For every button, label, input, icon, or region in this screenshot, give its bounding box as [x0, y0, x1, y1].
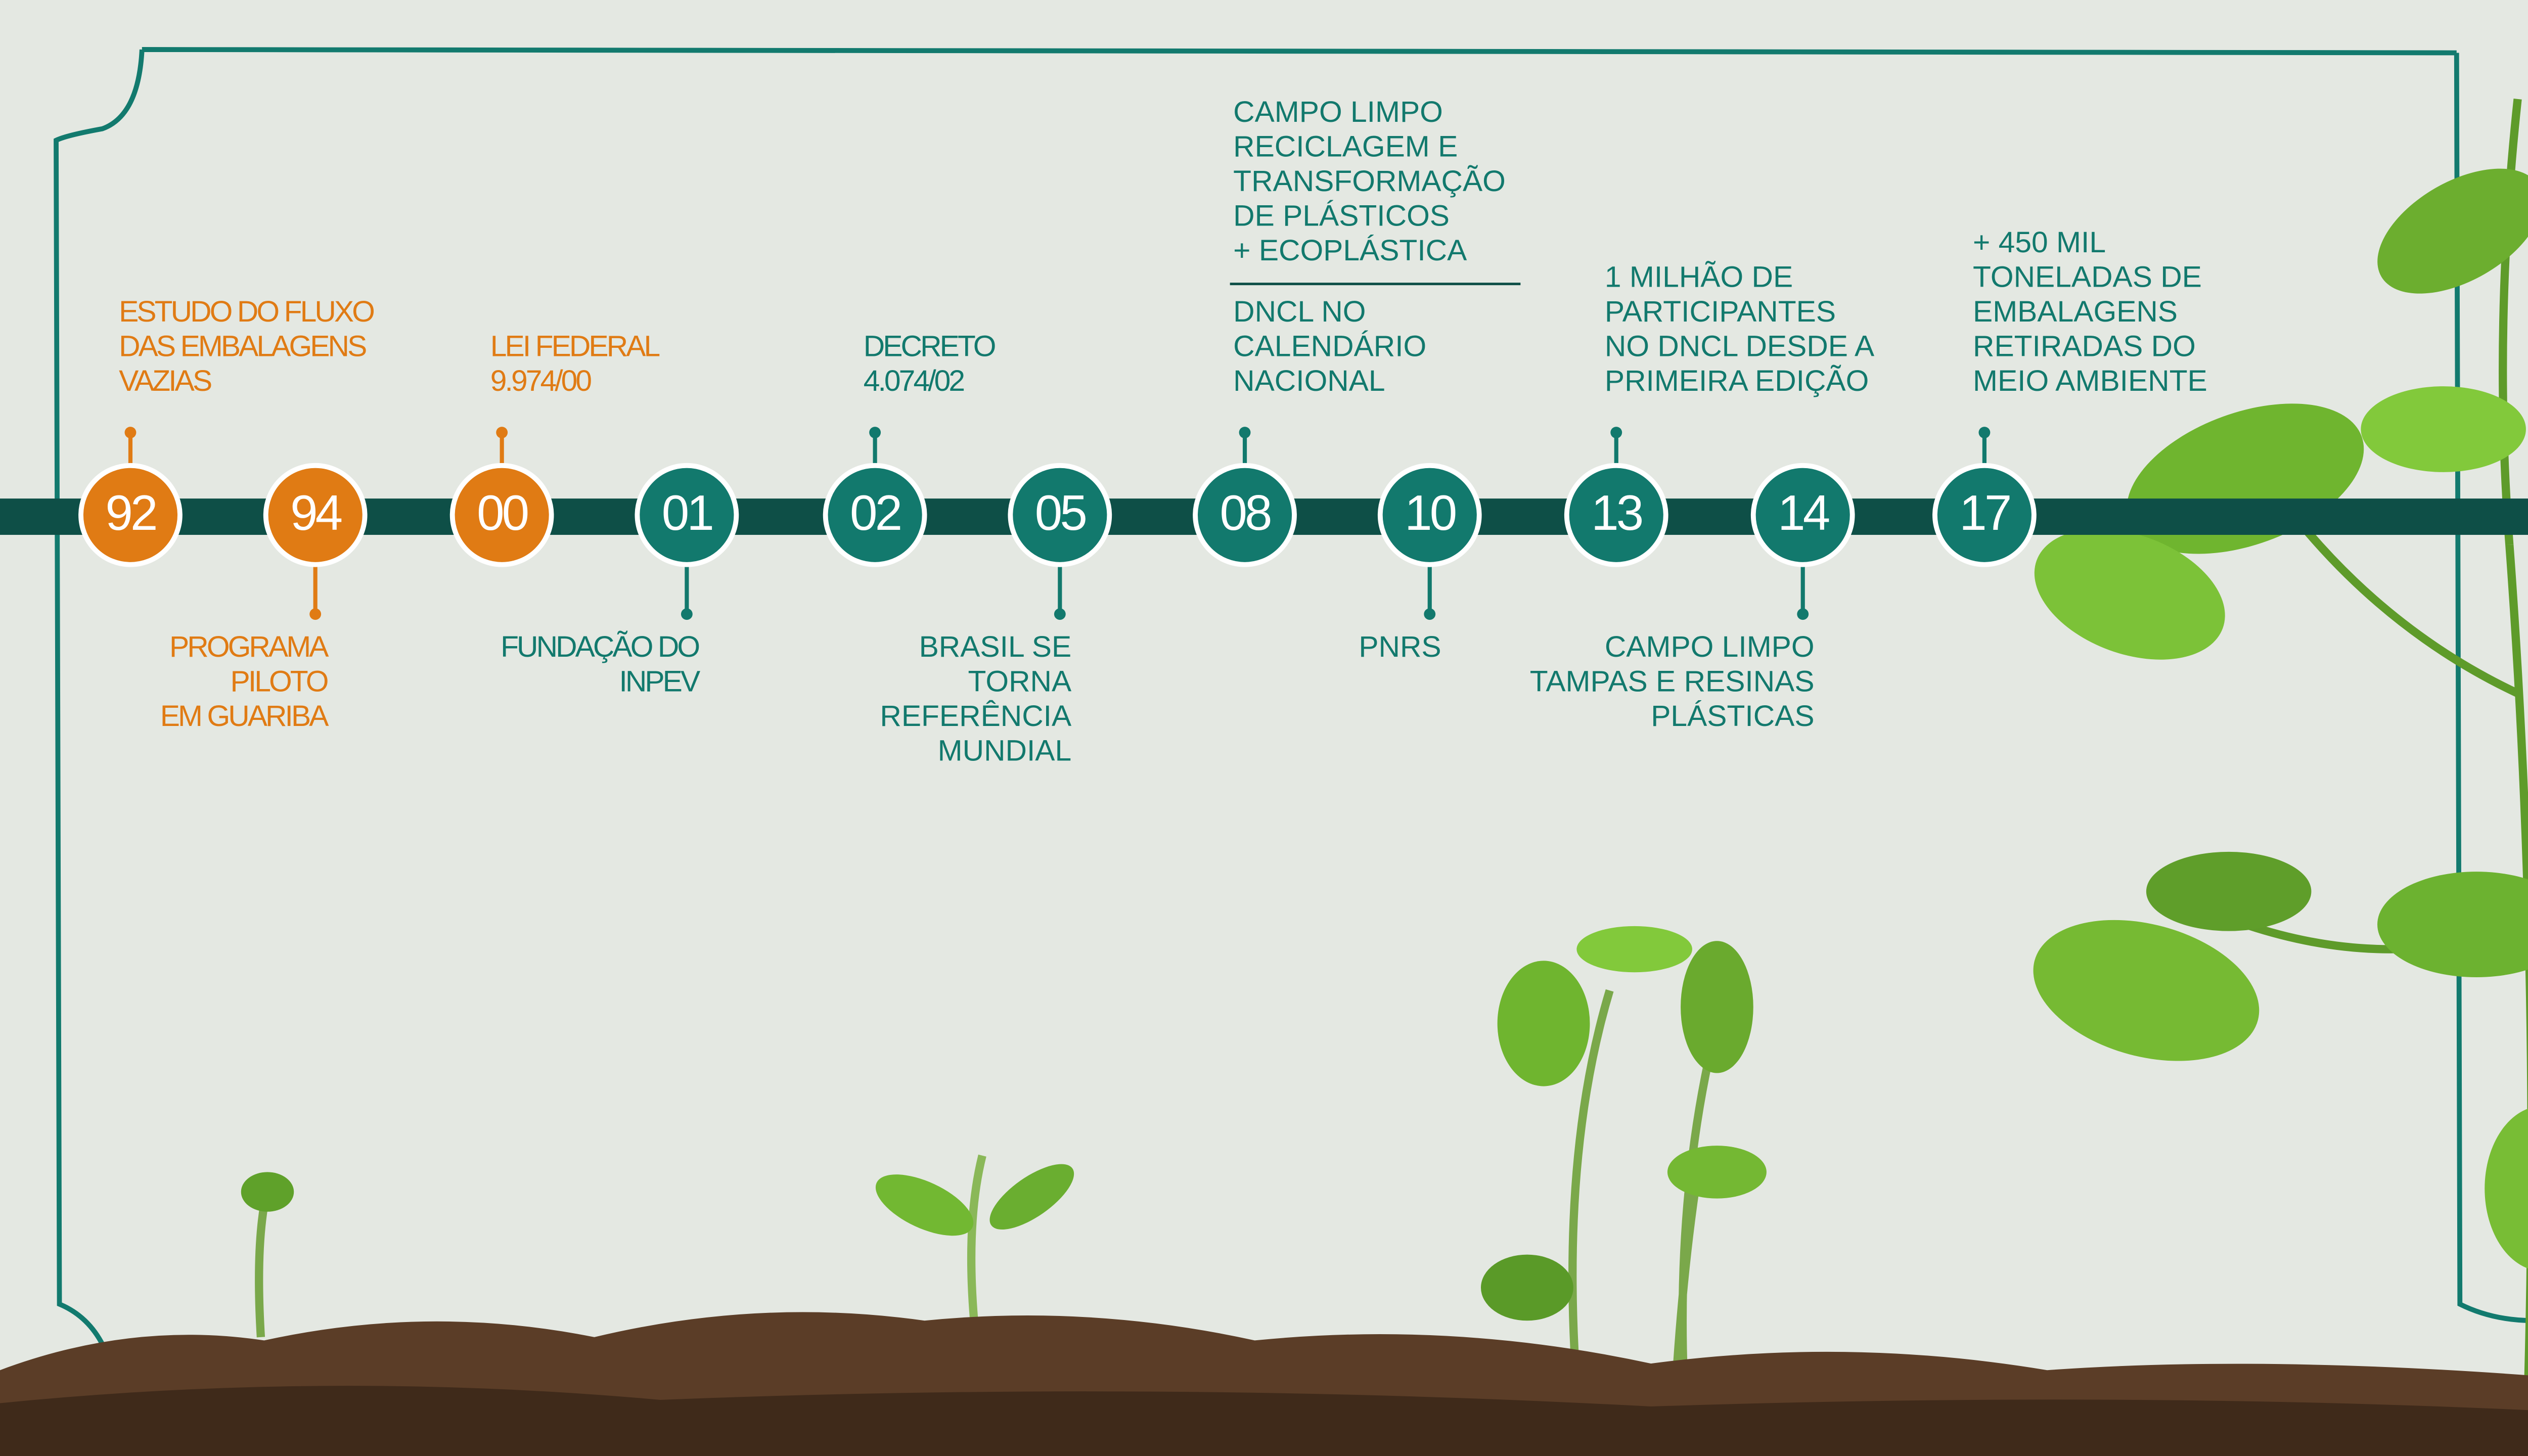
page: ESTUDO DO FLUXODAS EMBALAGENSVAZIAS 92 PRO…: [0, 0, 2528, 1456]
event-label: RETIRADAS DO: [1973, 330, 2196, 363]
event-label: MUNDIAL: [938, 735, 1071, 767]
event-label: REFERÊNCIA: [880, 700, 1072, 733]
year-label: 14: [1778, 485, 1829, 540]
connector-dot: [1424, 608, 1435, 620]
event-label: MEIO AMBIENTE: [1973, 365, 2207, 397]
event-label: PILOTO: [231, 665, 328, 698]
connector-dot: [1054, 608, 1066, 620]
year-label: 01: [662, 485, 712, 540]
event-label: 9.974/00: [490, 365, 592, 397]
event-note: DE PLÁSTICOS: [1233, 200, 1450, 233]
event-label: NO DNCL DESDE A: [1605, 330, 1875, 363]
event-label: PRIMEIRA EDIÇÃO: [1605, 364, 1869, 397]
connector-dot: [1978, 427, 1990, 438]
year-label: 13: [1591, 485, 1642, 540]
connector-dot: [1610, 427, 1622, 438]
year-label: 08: [1220, 485, 1271, 540]
connector-dot: [496, 427, 508, 438]
event-label: DECRETO: [864, 330, 995, 363]
connector-dot: [1239, 427, 1251, 438]
event-label: PLÁSTICAS: [1651, 700, 1814, 733]
event-label: DNCL NO: [1233, 295, 1366, 328]
event-label: PROGRAMA: [169, 630, 329, 663]
connector-dot: [869, 427, 881, 438]
event-label: LEI FEDERAL: [490, 330, 660, 363]
event-label: VAZIAS: [119, 365, 211, 397]
year-label: 94: [290, 485, 342, 540]
event-note: RECICLAGEM E: [1233, 130, 1458, 163]
connector-dot: [309, 608, 321, 620]
year-label: 17: [1959, 485, 2010, 540]
event-label: FUNDAÇÃO DO: [501, 630, 699, 663]
event-note: CAMPO LIMPO: [1233, 96, 1443, 128]
event-label: EMBALAGENS: [1973, 295, 2178, 328]
event-label: PARTICIPANTES: [1605, 295, 1836, 328]
event-label: + 450 MIL: [1973, 226, 2106, 259]
connector-dot: [125, 427, 137, 438]
year-label: 92: [105, 485, 156, 540]
event-label: EM GUARIBA: [160, 700, 330, 733]
event-label: ESTUDO DO FLUXO: [119, 295, 374, 328]
event-note: + ECOPLÁSTICA: [1233, 234, 1467, 267]
event-label: CAMPO LIMPO: [1605, 630, 1815, 663]
event-label: 1 MILHÃO DE: [1605, 260, 1793, 293]
event-label: TAMPAS E RESINAS: [1530, 665, 1815, 698]
connector-dot: [1797, 608, 1809, 620]
connector-dot: [681, 608, 693, 620]
year-label: 05: [1035, 485, 1086, 540]
timeline-infographic: ESTUDO DO FLUXODAS EMBALAGENSVAZIAS 92 PRO…: [0, 0, 2528, 1456]
event-label: TONELADAS DE: [1973, 260, 2202, 293]
event-label: TORNA: [968, 665, 1072, 698]
event-label: DAS EMBALAGENS: [119, 330, 366, 363]
event-label: CALENDÁRIO: [1233, 330, 1426, 363]
event-label: PNRS: [1359, 630, 1441, 663]
event-label: INPEV: [619, 665, 700, 698]
year-label: 10: [1405, 485, 1456, 540]
event-label: BRASIL SE: [919, 630, 1072, 663]
event-label: NACIONAL: [1233, 365, 1385, 397]
event-label: 4.074/02: [864, 365, 964, 397]
year-label: 00: [477, 485, 528, 540]
event-note: TRANSFORMAÇÃO: [1233, 164, 1506, 198]
year-label: 02: [850, 485, 900, 540]
